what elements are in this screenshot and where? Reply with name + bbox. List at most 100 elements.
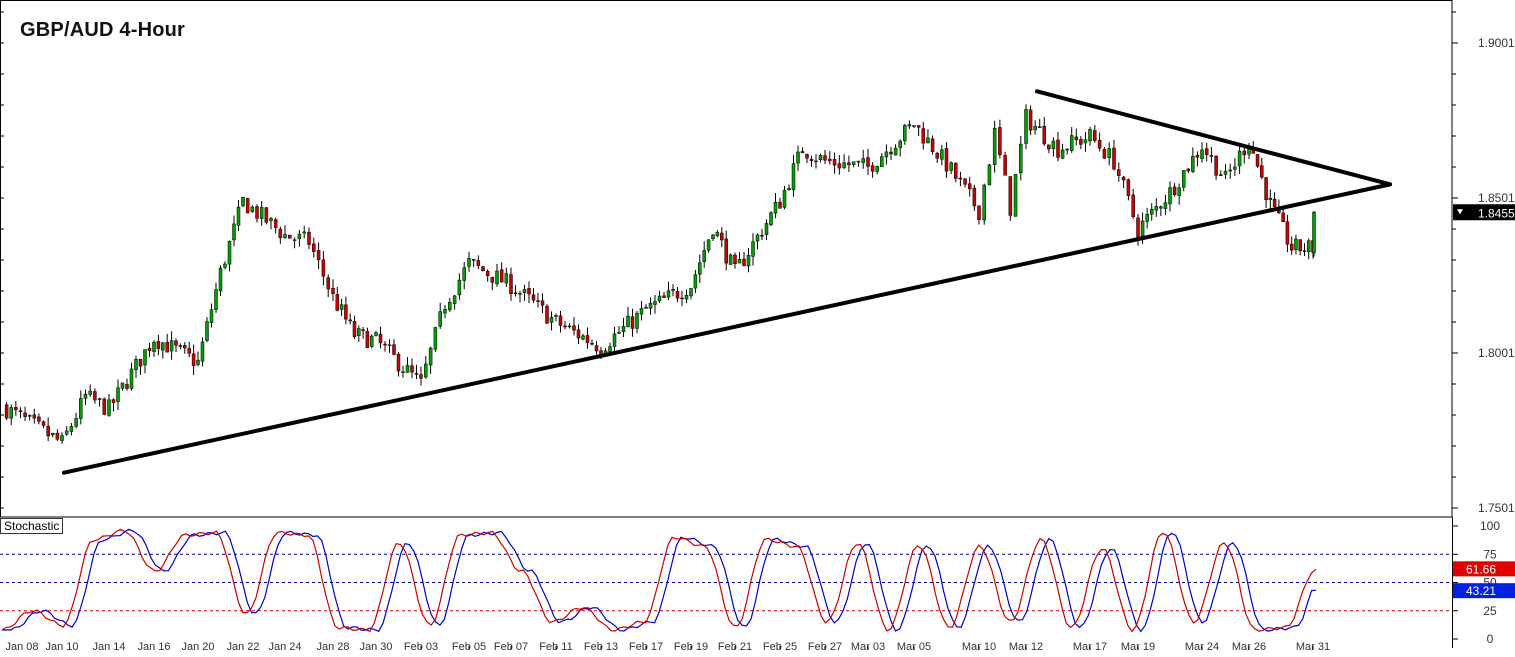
candle-up	[495, 270, 499, 285]
candle-down	[630, 316, 635, 329]
candle-down	[1272, 198, 1277, 207]
candle-up	[196, 359, 200, 365]
candle-up	[64, 430, 69, 435]
x-tick-label: Mar 19	[1121, 641, 1155, 652]
candle-down	[935, 152, 939, 159]
candle-up	[448, 302, 452, 311]
stochastic-signal-line	[2, 528, 1317, 633]
candle-down	[414, 373, 419, 375]
candle-up	[1163, 202, 1168, 209]
candle-up	[893, 147, 898, 156]
candle-down	[1117, 169, 1121, 176]
candle-down	[944, 148, 949, 172]
candle-down	[590, 342, 594, 345]
candle-up	[856, 160, 861, 163]
candle-up	[236, 206, 241, 226]
candle-up	[1168, 187, 1172, 205]
candle-up	[769, 212, 773, 225]
candle-up	[1083, 139, 1088, 144]
last-price-tag	[1453, 204, 1515, 221]
candle-up	[1306, 240, 1311, 253]
y-tick-label: 1.8001	[1478, 346, 1515, 360]
candle-down	[540, 300, 545, 306]
candle-up	[987, 164, 992, 186]
x-tick-label: Feb 11	[539, 641, 572, 652]
stochastic-label: Stochastic	[0, 518, 64, 534]
x-tick-label: Jan 14	[92, 641, 125, 652]
x-tick-label: Jan 10	[45, 641, 78, 652]
candle-up	[698, 262, 702, 275]
candle-up	[143, 349, 147, 366]
candle-up	[405, 365, 410, 373]
candle-up	[504, 273, 509, 284]
stochastic-y-label: 25	[1483, 604, 1497, 618]
candle-down	[809, 158, 814, 161]
candle-down	[1172, 186, 1177, 196]
candle-up	[851, 161, 856, 165]
candle-down	[1126, 179, 1131, 196]
candle-up	[120, 382, 125, 389]
candle-down	[972, 187, 977, 207]
candle-down	[662, 295, 666, 298]
stochastic-main-tag	[1453, 561, 1515, 577]
candle-up	[755, 234, 760, 242]
candle-down	[312, 243, 316, 252]
candle-down	[348, 319, 352, 322]
candle-up	[782, 189, 787, 208]
candle-down	[245, 198, 250, 214]
candle-up	[884, 151, 889, 158]
candle-down	[531, 294, 536, 301]
candle-up	[200, 341, 205, 362]
candle-up	[74, 418, 78, 427]
candle-up	[1181, 170, 1186, 188]
candle-up	[639, 308, 644, 315]
x-tick-label: Feb 03	[404, 641, 438, 652]
candle-down	[1298, 239, 1302, 251]
candle-down	[1102, 148, 1107, 159]
candle-down	[273, 219, 278, 229]
candle-up	[880, 156, 884, 168]
candle-up	[1191, 155, 1195, 172]
candle-up	[88, 390, 92, 395]
candle-up	[467, 258, 471, 267]
candle-up	[1140, 220, 1145, 237]
candle-down	[828, 158, 832, 162]
candle-up	[129, 368, 134, 389]
candle-down	[344, 304, 348, 320]
stochastic-signal-tag	[1453, 583, 1515, 599]
candle-down	[1047, 144, 1051, 150]
candle-up	[169, 340, 174, 352]
candle-up	[1069, 135, 1074, 151]
candle-up	[657, 295, 662, 302]
chart-title: GBP/AUD 4-Hour	[20, 19, 186, 41]
x-tick-label: Feb 27	[808, 641, 842, 652]
candle-down	[288, 234, 292, 239]
candle-down	[1242, 150, 1247, 156]
candle-down	[335, 294, 340, 311]
candle-up	[1200, 149, 1204, 159]
candle-down	[361, 329, 365, 331]
candle-up	[567, 325, 572, 328]
x-tick-label: Jan 20	[181, 641, 214, 652]
stochastic-main-value: 61.66	[1466, 562, 1496, 576]
candle-up	[791, 163, 796, 191]
candle-down	[378, 333, 383, 344]
candle-down	[1093, 130, 1097, 141]
x-tick-label: Mar 24	[1185, 641, 1219, 652]
candle-down	[111, 399, 116, 404]
candle-down	[14, 407, 18, 411]
candle-down	[156, 341, 161, 349]
candle-up	[796, 151, 800, 164]
candle-down	[998, 127, 1002, 156]
candle-up	[693, 274, 698, 289]
x-tick-label: Mar 12	[1009, 641, 1043, 652]
x-tick-label: Feb 25	[763, 641, 797, 652]
candle-up	[1302, 250, 1307, 252]
candle-up	[1228, 169, 1232, 172]
support-trendline	[62, 182, 1392, 475]
candle-up	[518, 293, 522, 295]
candle-down	[644, 306, 648, 309]
candle-up	[715, 232, 720, 237]
